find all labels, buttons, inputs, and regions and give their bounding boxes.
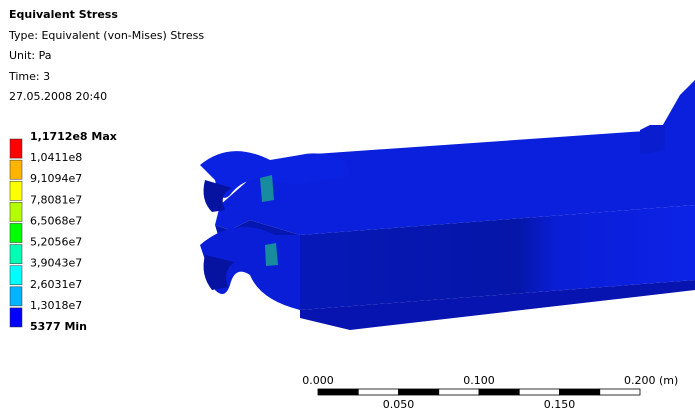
scale-segment xyxy=(560,389,600,395)
scale-segment xyxy=(439,389,479,395)
legend-swatch xyxy=(10,308,22,327)
legend-label: 3,9043e7 xyxy=(30,257,82,270)
legend-swatch xyxy=(10,245,22,264)
legend-label: 9,1094e7 xyxy=(30,172,82,185)
scale-segment xyxy=(519,389,559,395)
scale-label: 0.100 xyxy=(463,374,495,387)
legend-label: 1,1712e8 Max xyxy=(30,130,117,143)
legend-swatch xyxy=(10,139,22,158)
legend-label: 2,6031e7 xyxy=(30,278,82,291)
scale-segment xyxy=(399,389,439,395)
legend-swatch xyxy=(10,202,22,221)
time: Time: 3 xyxy=(8,70,50,83)
legend-swatch xyxy=(10,266,22,285)
legend-label: 7,8081e7 xyxy=(30,193,82,206)
title: Equivalent Stress xyxy=(9,8,118,21)
legend-label: 5377 Min xyxy=(30,320,87,333)
scale-label: 0.050 xyxy=(383,398,415,411)
legend-label: 6,5068e7 xyxy=(30,214,82,227)
legend-swatch xyxy=(10,223,22,242)
scale-segment xyxy=(318,389,358,395)
scale-label: 0.000 xyxy=(302,374,334,387)
legend-swatch xyxy=(10,287,22,306)
scale-bar: 0.000 0.100 0.200 (m) 0.050 0.150 xyxy=(302,374,678,411)
scale-label: 0.200 (m) xyxy=(624,374,678,387)
legend-label: 1,3018e7 xyxy=(30,299,82,312)
legend-swatch xyxy=(10,181,22,200)
scale-label: 0.150 xyxy=(544,398,576,411)
date: 27.05.2008 20:40 xyxy=(9,90,107,103)
model xyxy=(200,80,695,330)
viewport: Equivalent Stress Type: Equivalent (von-… xyxy=(0,0,695,412)
legend: 1,1712e8 Max 1,0411e8 9,1094e7 7,8081e7 6,50… xyxy=(10,130,117,333)
scale-segment xyxy=(358,389,398,395)
legend-label: 5,2056e7 xyxy=(30,236,82,249)
scale-segment xyxy=(600,389,640,395)
legend-label: 1,0411e8 xyxy=(30,151,82,164)
unit: Unit: Pa xyxy=(9,49,51,62)
result-type: Type: Equivalent (von-Mises) Stress xyxy=(8,29,204,42)
legend-swatch xyxy=(10,160,22,179)
scale-segment xyxy=(479,389,519,395)
